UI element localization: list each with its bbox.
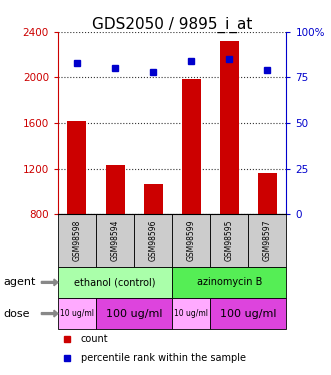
Text: GSM98596: GSM98596	[149, 220, 158, 261]
Bar	[96, 298, 172, 329]
Text: 10 ug/ml: 10 ug/ml	[60, 309, 94, 318]
Bar	[172, 298, 210, 329]
Text: GDS2050 / 9895_i_at: GDS2050 / 9895_i_at	[92, 17, 252, 33]
Text: 100 ug/ml: 100 ug/ml	[106, 309, 162, 318]
Bar	[248, 214, 286, 267]
Bar	[172, 214, 210, 267]
Bar	[68, 121, 86, 214]
Text: 10 ug/ml: 10 ug/ml	[174, 309, 208, 318]
Bar	[210, 214, 248, 267]
Text: GSM98599: GSM98599	[187, 220, 196, 261]
Bar	[210, 298, 286, 329]
Text: GSM98598: GSM98598	[72, 220, 81, 261]
Text: GSM98594: GSM98594	[111, 220, 119, 261]
Text: azinomycin B: azinomycin B	[197, 278, 262, 287]
Bar	[106, 165, 124, 214]
Text: agent: agent	[3, 278, 36, 287]
Bar	[96, 214, 134, 267]
Bar	[58, 267, 172, 298]
Bar	[144, 184, 163, 214]
Bar	[58, 298, 96, 329]
Text: ethanol (control): ethanol (control)	[74, 278, 156, 287]
Text: 100 ug/ml: 100 ug/ml	[220, 309, 276, 318]
Text: count: count	[81, 334, 108, 344]
Bar	[182, 79, 201, 214]
Bar	[258, 173, 277, 214]
Text: percentile rank within the sample: percentile rank within the sample	[81, 353, 246, 363]
Bar	[172, 267, 286, 298]
Bar	[134, 214, 172, 267]
Bar	[58, 214, 96, 267]
Text: GSM98595: GSM98595	[225, 220, 234, 261]
Text: dose: dose	[3, 309, 30, 318]
Bar	[220, 41, 239, 214]
Text: GSM98597: GSM98597	[263, 220, 272, 261]
